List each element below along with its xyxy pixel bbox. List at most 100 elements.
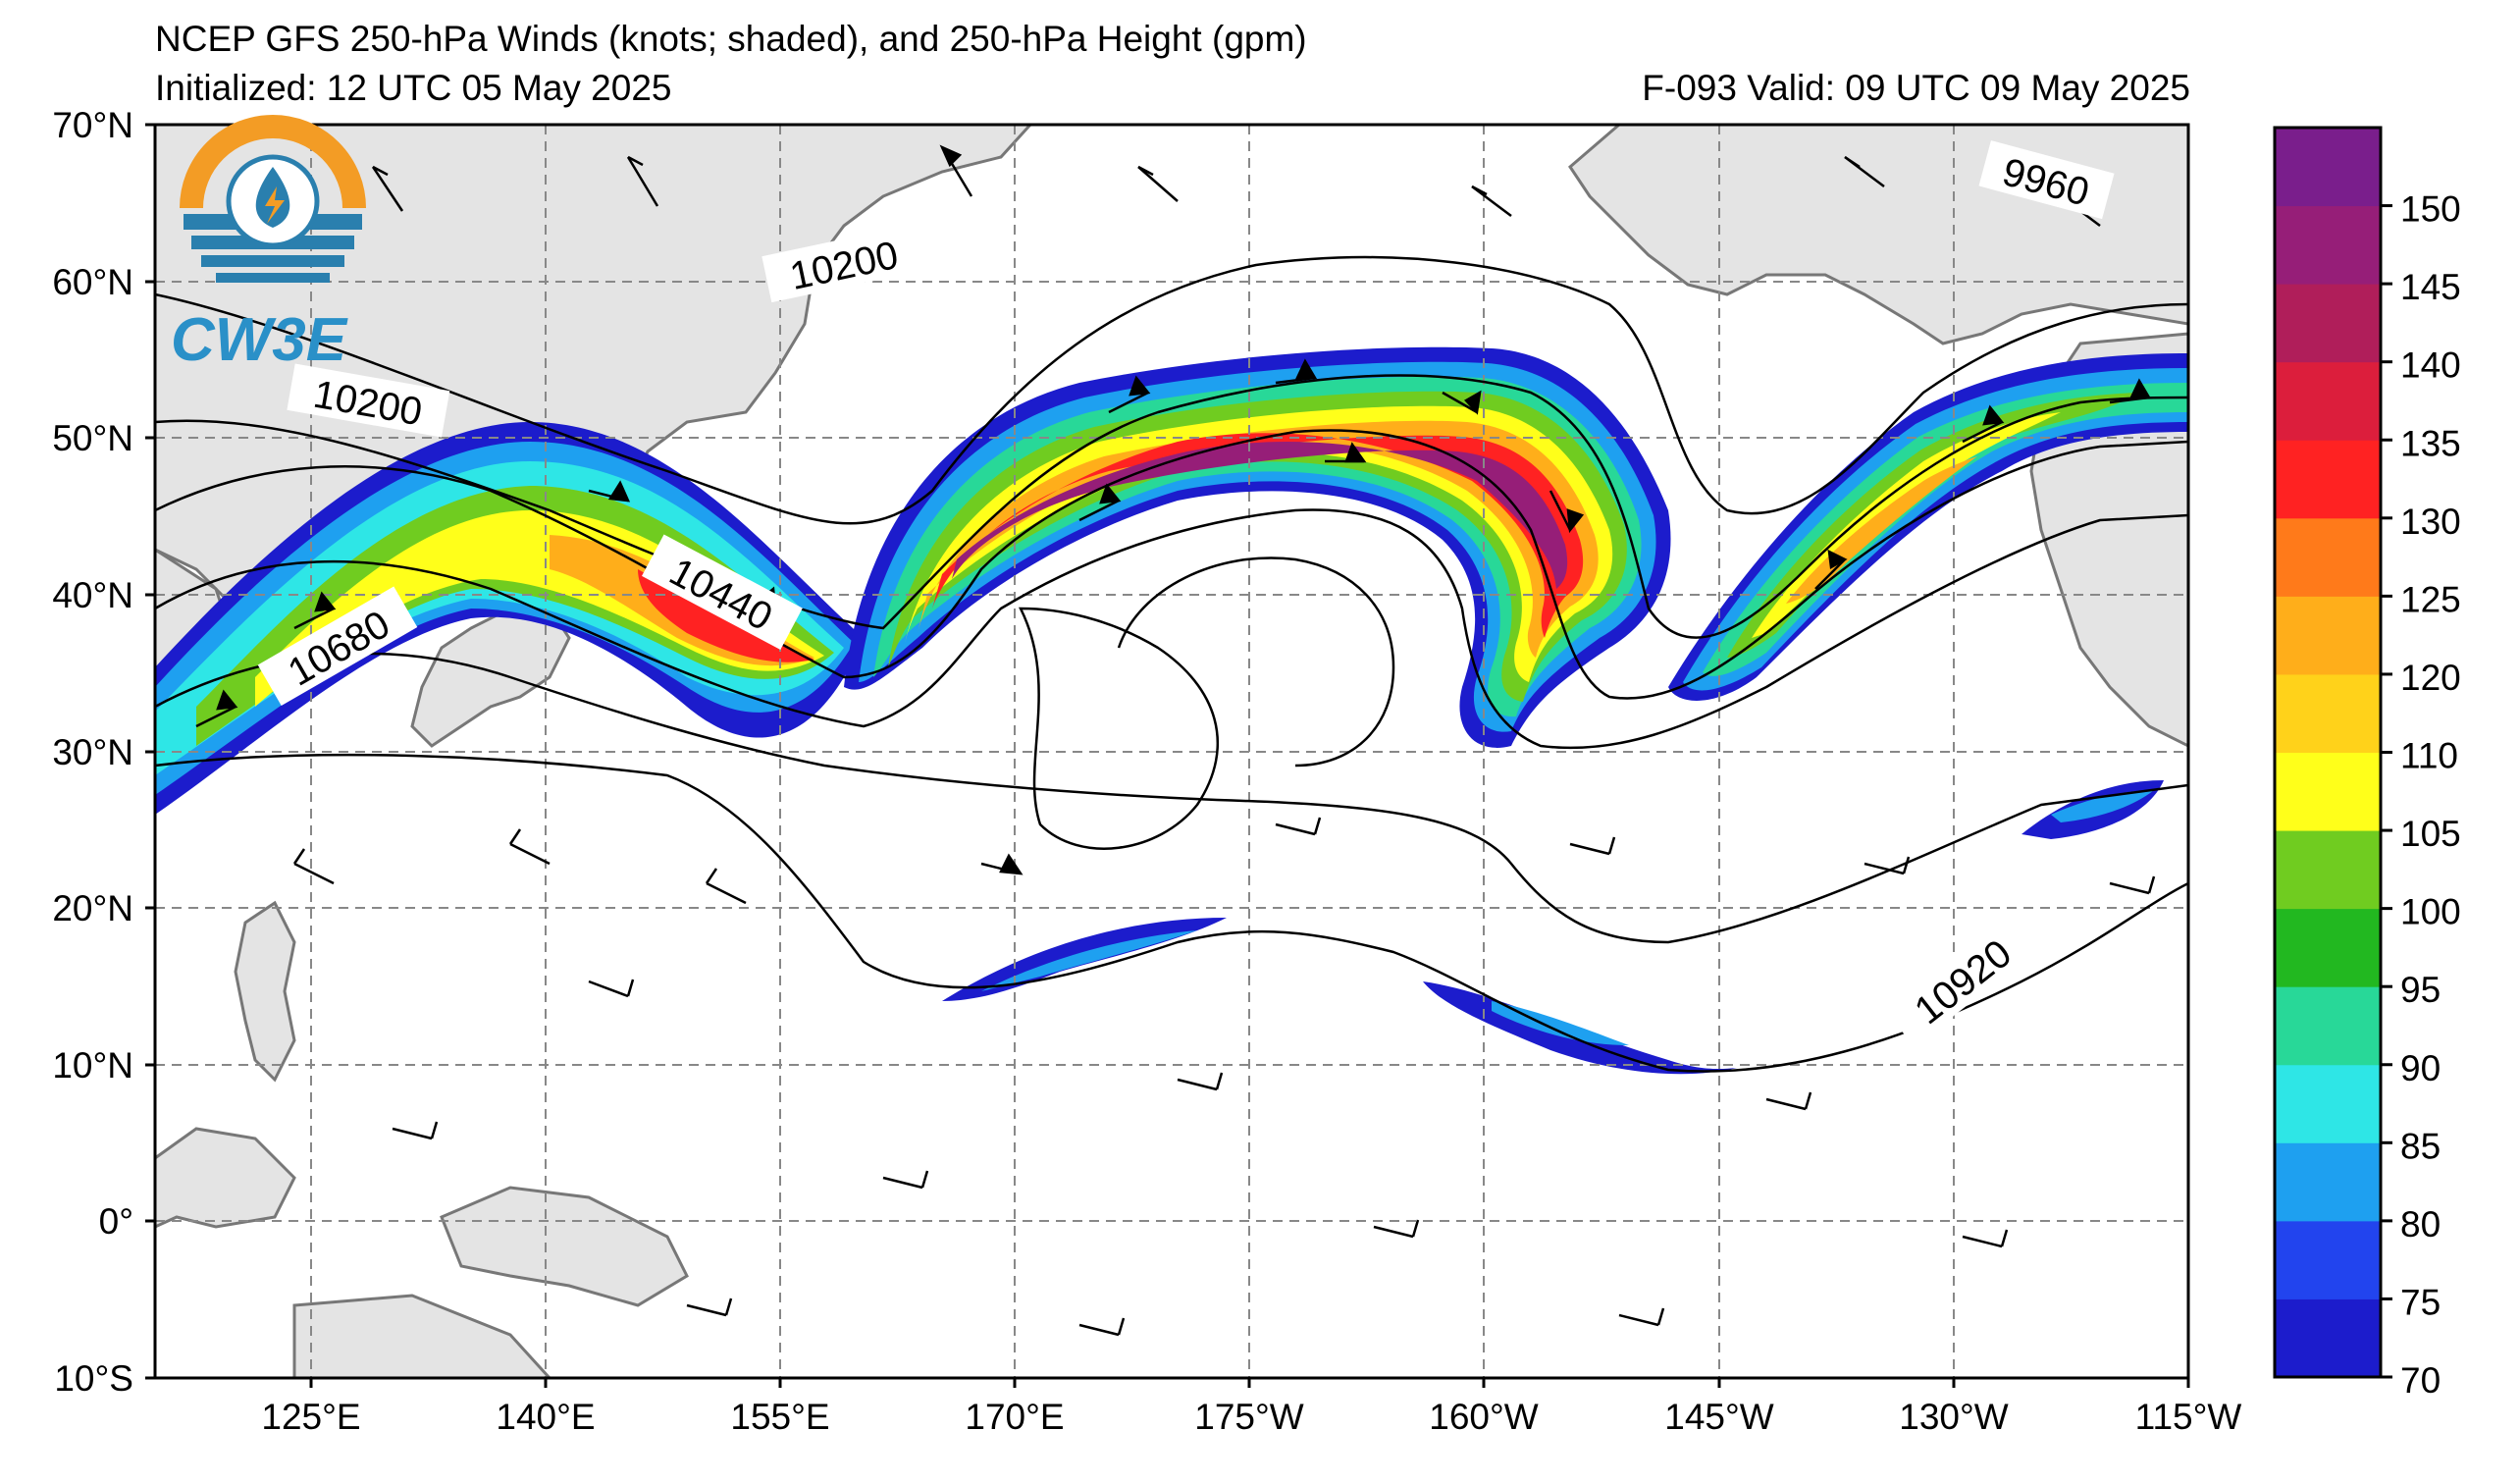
lat-label-40n: 40°N: [52, 575, 133, 615]
colorbar-cell: [2275, 908, 2381, 987]
lon-label-155e: 155°E: [730, 1397, 829, 1437]
wind-barb: [1765, 1091, 1812, 1111]
colorbar-cell: [2275, 205, 2381, 285]
wind-barb: [1275, 358, 1318, 385]
lat-label-20n: 20°N: [52, 888, 133, 928]
wind-barb: [626, 155, 659, 207]
colorbar-label: 70: [2400, 1360, 2441, 1401]
wind-barb: [2109, 875, 2156, 895]
longitude-labels: 125°E 140°E 155°E 170°E 175°W 160°W 145°…: [261, 1397, 2241, 1437]
contour-line: [155, 374, 2188, 639]
wind-barb: [1814, 549, 1848, 590]
land-indonesia: [155, 1127, 296, 1229]
colorbar-cell: [2275, 284, 2381, 363]
wind-barb: [1177, 1072, 1224, 1091]
lat-label-50n: 50°N: [52, 418, 133, 458]
colorbar-cell: [2275, 517, 2381, 597]
land-philippines: [234, 900, 296, 1083]
colorbar-label: 125: [2400, 579, 2461, 619]
wind-barb: [1373, 1219, 1420, 1239]
lon-label-160w: 160°W: [1429, 1397, 1539, 1437]
colorbar-label: 110: [2400, 736, 2458, 776]
wind-barb: [392, 1121, 439, 1140]
lon-label-115w: 115°W: [2135, 1397, 2242, 1437]
wind-barb: [1864, 856, 1911, 875]
contour-line: [155, 429, 2188, 700]
wind-barb: [1962, 404, 2005, 444]
colorbar-ticks: [2381, 204, 2392, 1379]
colorbar-label: 145: [2400, 267, 2461, 307]
contour-line: [1117, 556, 1395, 768]
wind-barb: [195, 689, 238, 728]
colorbar-cell: [2275, 596, 2381, 675]
colorbar-label: 135: [2400, 423, 2461, 463]
lat-label-70n: 70°N: [52, 105, 133, 145]
colorbar-cell: [2275, 673, 2381, 753]
lat-label-0: 0°: [99, 1201, 133, 1242]
latitude-labels: 70°N 60°N 50°N 40°N 30°N 20°N 10°N 0° 10…: [52, 105, 133, 1399]
wind-barb: [292, 848, 335, 885]
land-australia: [292, 1294, 552, 1378]
graticule: [155, 125, 2188, 1378]
colorbar-label: 140: [2400, 345, 2461, 386]
wind-barb: [980, 853, 1024, 875]
wind-barb: [1108, 375, 1151, 414]
lon-label-140e: 140°E: [496, 1397, 595, 1437]
wind-barb: [686, 1298, 733, 1317]
wind-barb: [1078, 1317, 1126, 1337]
lat-label-30n: 30°N: [52, 732, 133, 772]
wind-barb: [588, 979, 635, 998]
colorbar-label: 80: [2400, 1204, 2441, 1245]
land-new-guinea: [440, 1186, 689, 1307]
wind-barb: [1325, 442, 1367, 463]
initialized-time: Initialized: 12 UTC 05 May 2025: [155, 68, 672, 108]
wind-barb: [939, 144, 973, 197]
wind-barb: [1442, 390, 1482, 415]
wind-barbs: [195, 144, 2156, 1337]
colorbar-cell: [2275, 1142, 2381, 1222]
colorbar-label: 75: [2400, 1282, 2441, 1322]
colorbar-label: 150: [2400, 189, 2461, 230]
colorbar-cell: [2275, 440, 2381, 519]
wind-barb: [1275, 817, 1322, 836]
wind-barb: [1618, 1307, 1665, 1327]
colorbar-labels: 70 75 80 85 90 95 100 105 110 120 125 130 135 140 145 1…: [2400, 189, 2461, 1401]
lon-label-170e: 170°E: [965, 1397, 1064, 1437]
colorbar-cell: [2275, 361, 2381, 441]
colorbar-label: 90: [2400, 1048, 2441, 1088]
wind-barb: [1471, 185, 1512, 217]
wind-barb: [2109, 378, 2152, 404]
colorbar-cell: [2275, 1064, 2381, 1143]
wind-barb: [588, 480, 631, 503]
lon-label-130w: 130°W: [1899, 1397, 2009, 1437]
wind-barb: [1549, 490, 1585, 534]
lat-label-10n: 10°N: [52, 1045, 133, 1086]
colorbar-cell: [2275, 1220, 2381, 1299]
colorbar-cells: [2275, 128, 2381, 1378]
wind-barb: [1844, 155, 1885, 187]
valid-time: F-093 Valid: 09 UTC 09 May 2025: [1642, 68, 2190, 108]
wind-barb: [508, 828, 551, 866]
lat-label-10s: 10°S: [54, 1358, 133, 1399]
colorbar-label: 100: [2400, 892, 2461, 932]
colorbar-label: 120: [2400, 658, 2461, 698]
wind-barb: [705, 868, 747, 905]
colorbar-label: 95: [2400, 970, 2441, 1010]
map-title: NCEP GFS 250-hPa Winds (knots; shaded), …: [155, 19, 1307, 59]
lat-label-60n: 60°N: [52, 262, 133, 302]
contour-line: [155, 508, 2188, 750]
colorbar-cell: [2275, 830, 2381, 910]
height-contours: [155, 255, 2188, 1073]
colorbar-cell: [2275, 1298, 2381, 1378]
lon-label-175w: 175°W: [1194, 1397, 1304, 1437]
wind-barb: [882, 1170, 929, 1190]
colorbar-cell: [2275, 128, 2381, 207]
colorbar-cell: [2275, 986, 2381, 1066]
colorbar-label: 130: [2400, 502, 2461, 542]
colorbar: 70 75 80 85 90 95 100 105 110 120 125 130 135 140 145 1…: [2273, 126, 2461, 1401]
axis-ticks: [145, 123, 2190, 1388]
wind-barb: [1137, 165, 1179, 202]
colorbar-cell: [2275, 752, 2381, 831]
wind-barb: [1962, 1229, 2009, 1248]
